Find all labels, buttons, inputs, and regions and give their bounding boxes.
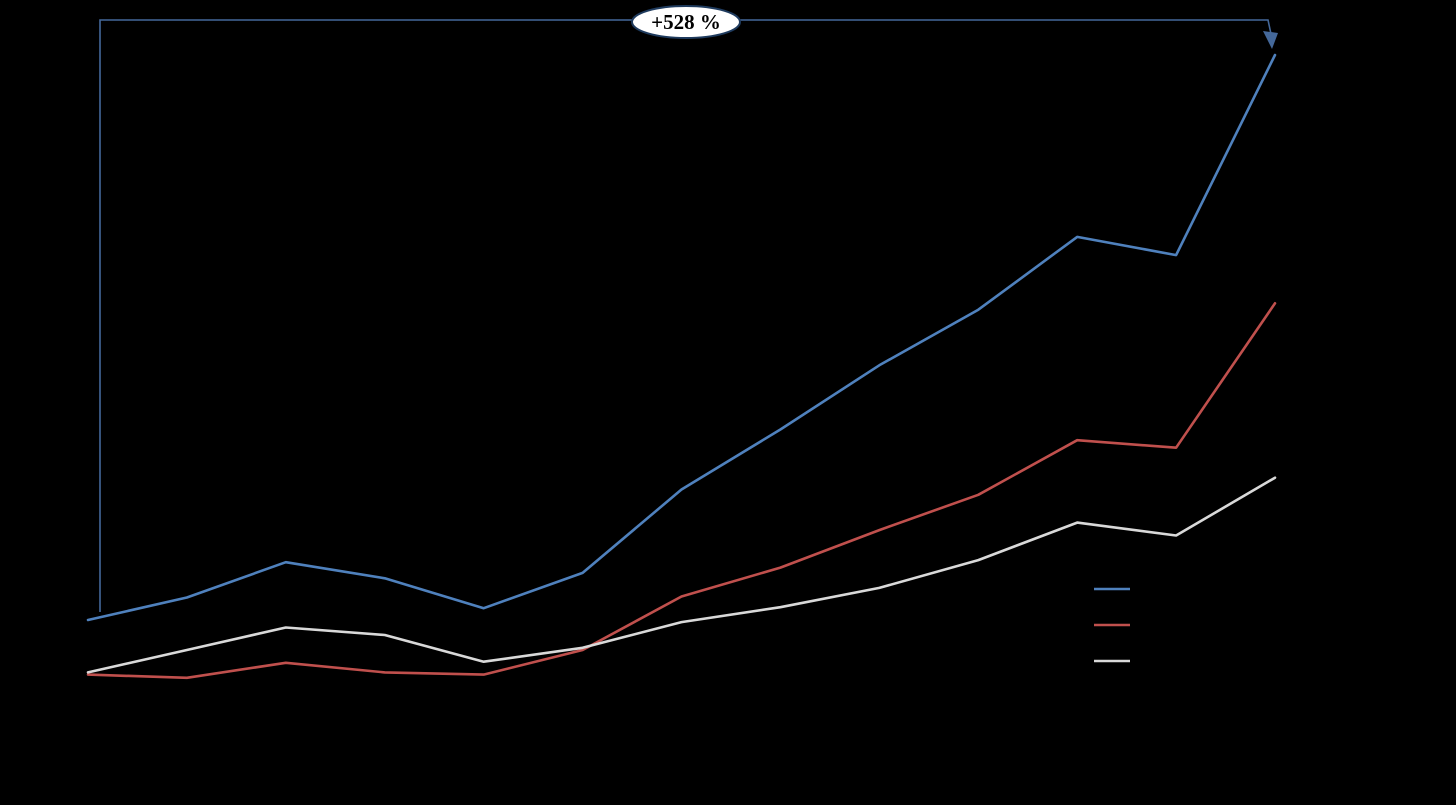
series-line-1	[86, 53, 1277, 622]
legend	[1094, 587, 1130, 663]
series-lines	[86, 53, 1277, 680]
annotation-text: +528 %	[651, 10, 721, 34]
annotation-bubble	[631, 5, 741, 39]
series-line-3	[86, 476, 1277, 674]
growth-bracket-line	[99, 19, 1272, 612]
series-line-2	[86, 301, 1277, 680]
arrow-down-icon	[1263, 31, 1278, 49]
